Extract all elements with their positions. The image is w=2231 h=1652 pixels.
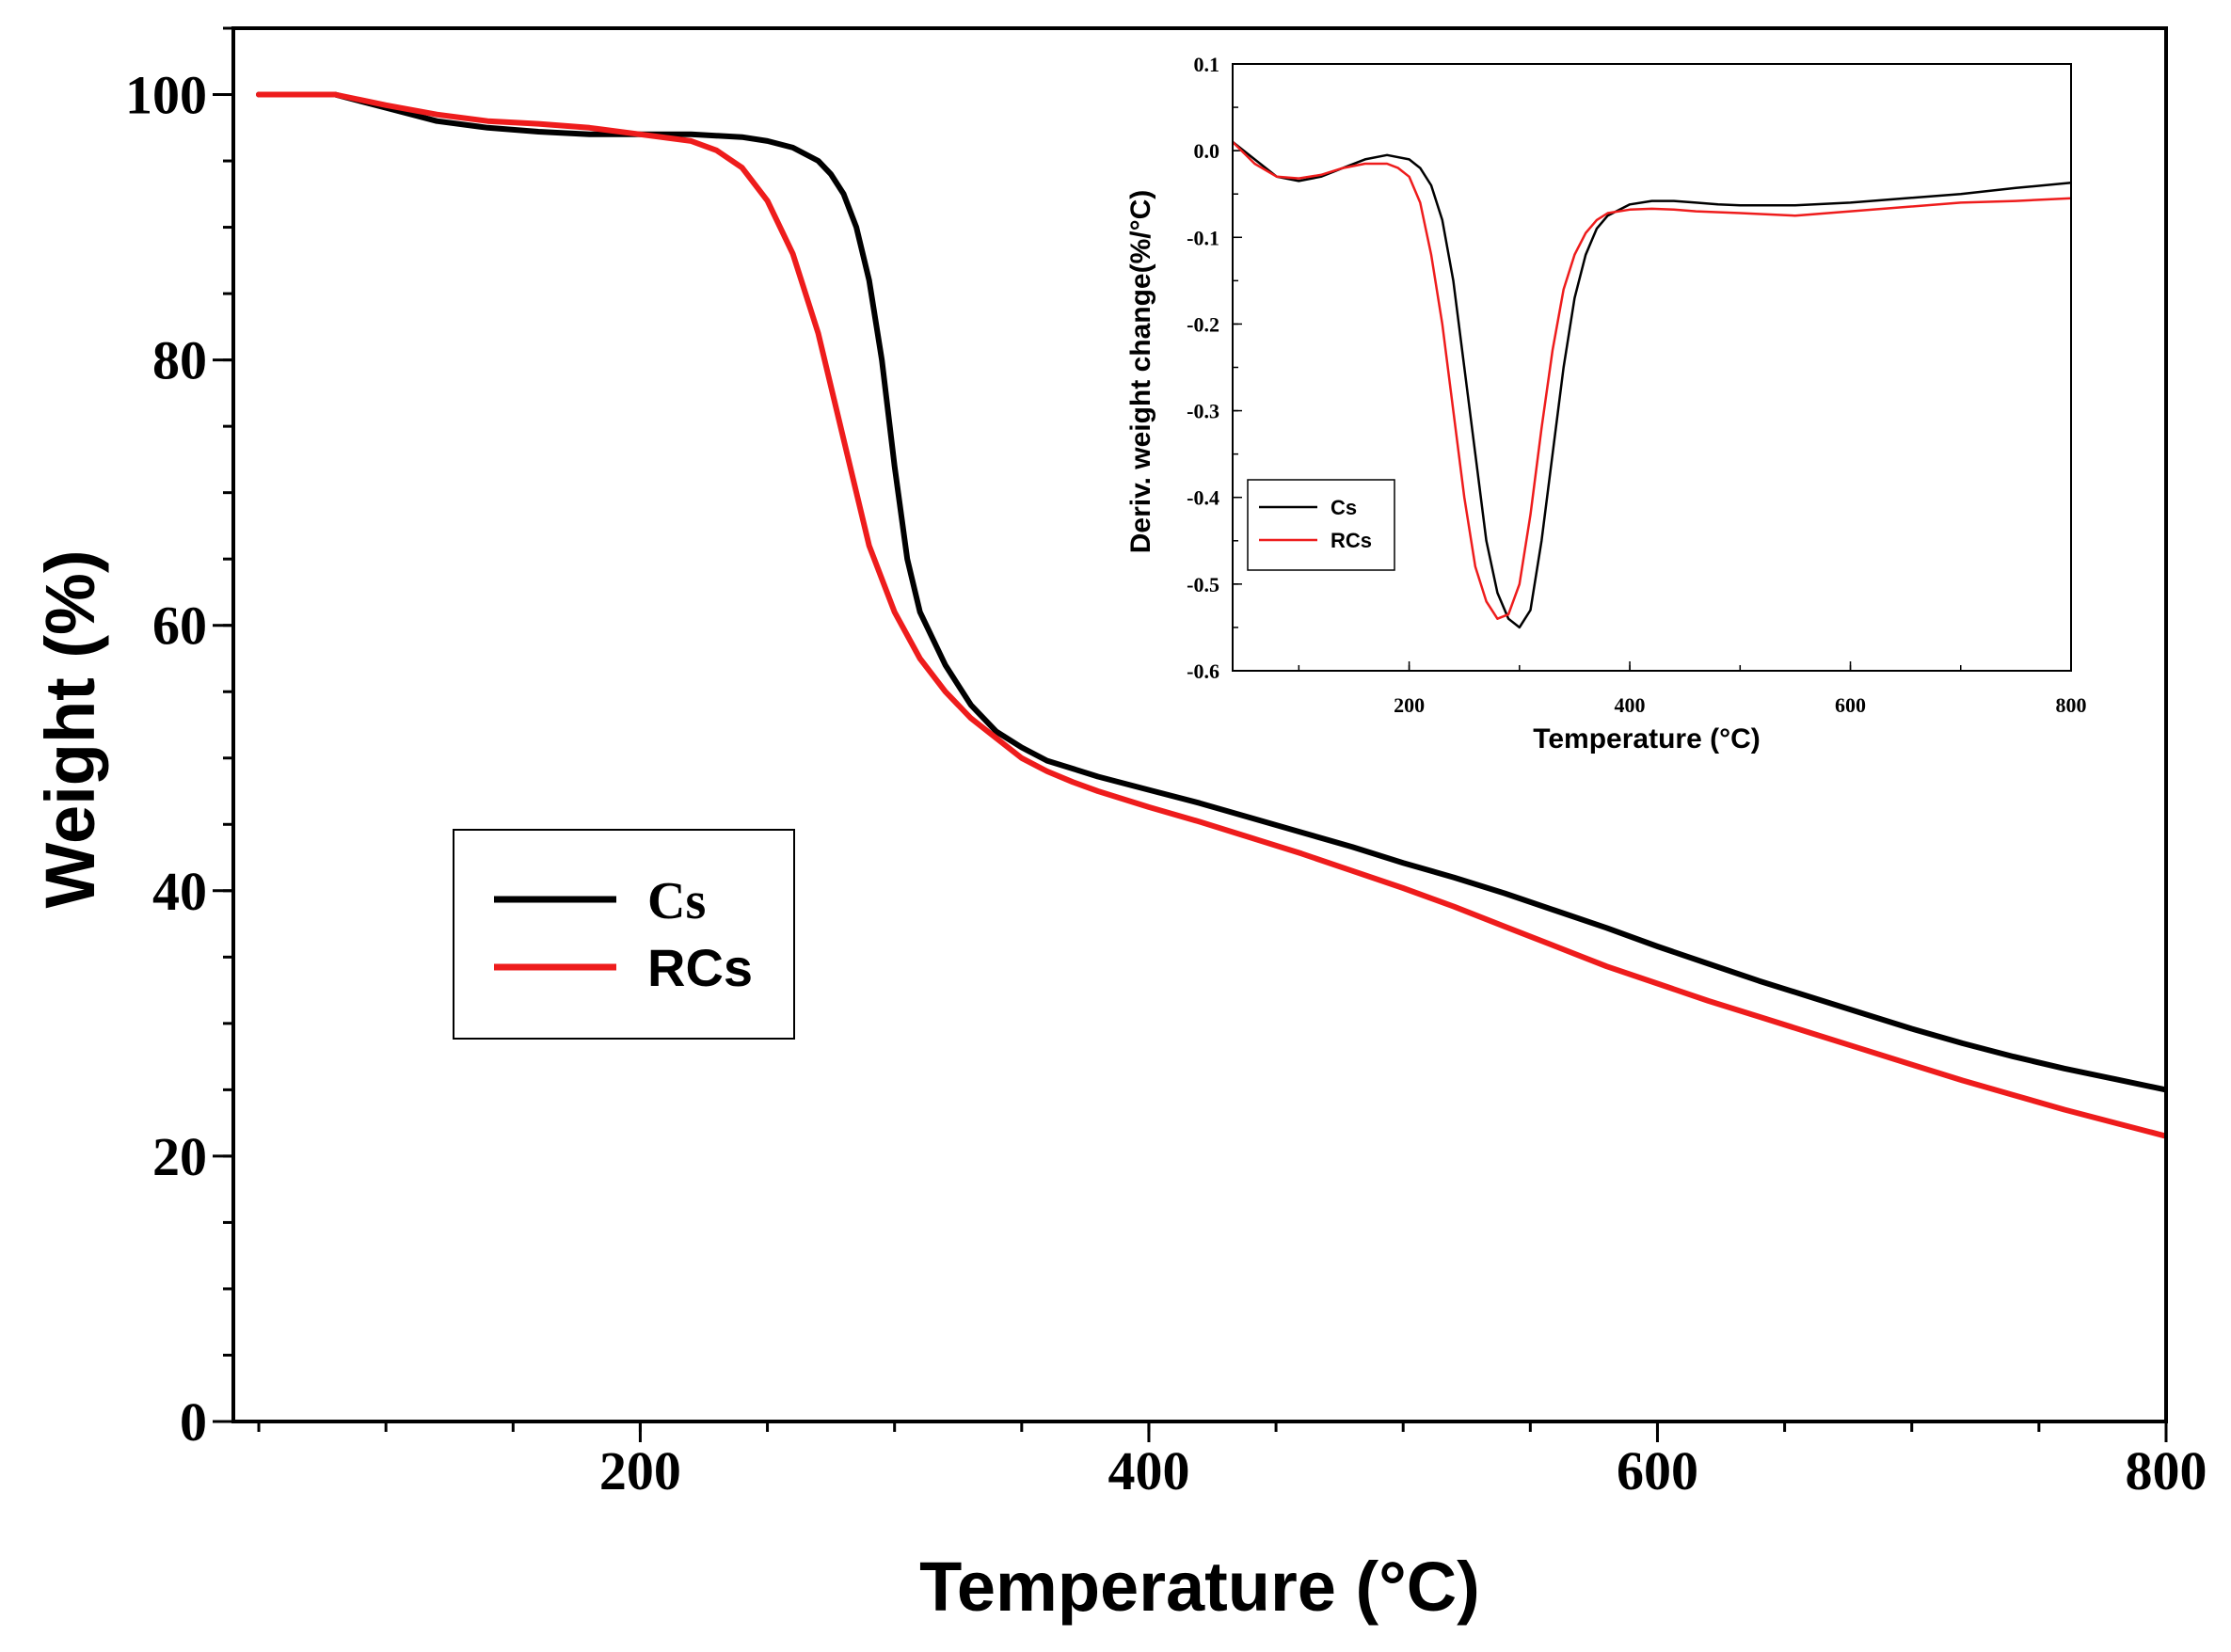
x-tick-label: 800 [2056,693,2087,717]
inset-legend: Cs RCs [1247,479,1395,571]
y-tick-label: 40 [152,861,207,922]
y-tick-label: 80 [152,330,207,391]
main-tick-labels: 200 400 600 800 0 20 40 60 80 100 [125,65,2207,1501]
series-line-rcs [256,91,2166,1139]
main-legend-box [453,829,795,1040]
x-tick-label: 600 [1617,1440,1698,1501]
inset-background [1233,64,2071,671]
inset-plot-frame [1232,63,2072,672]
x-tick-label: 800 [2126,1440,2207,1501]
y-tick-label: 20 [152,1126,207,1187]
inset-legend-label-rcs: RCs [1331,529,1372,552]
y-tick-label: 0 [180,1391,207,1453]
inset-y-axis-label: Deriv. weight change(%/°C) [1125,190,1156,554]
series-line-rcs [1233,140,2071,620]
series-line-cs [1233,140,2071,629]
inset-tick-labels: 200 400 600 800 -0.6 -0.5 -0.4 -0.3 -0.2 -0.1 0.0 0… [1187,53,2086,717]
inset-series [1233,140,2071,629]
main-plot-frame [231,26,2168,1423]
x-tick-label: 400 [1615,693,1646,717]
y-tick-label: 100 [125,65,207,126]
y-tick-label: -0.5 [1187,573,1219,596]
y-tick-label: 0.1 [1194,53,1220,76]
main-legend-label-rcs: RCs [647,938,753,997]
y-tick-label: 0.0 [1194,139,1220,163]
main-x-axis-label: Temperature (°C) [919,1548,1480,1626]
x-tick-label: 400 [1108,1440,1189,1501]
main-series [256,91,2166,1139]
main-y-axis-label: Weight (%) [31,550,109,909]
y-tick-label: 60 [152,596,207,657]
y-tick-label: -0.1 [1187,226,1219,249]
inset-plot: 200 400 600 800 -0.6 -0.5 -0.4 -0.3 -0.2 -0.1 0.0 0… [1125,53,2087,755]
x-tick-label: 200 [1394,693,1425,717]
main-legend: Cs RCs [453,829,795,1040]
inset-x-axis-label: Temperature (°C) [1533,723,1760,755]
y-tick-label: -0.2 [1187,312,1219,336]
y-tick-label: -0.4 [1187,486,1219,510]
inset-legend-label-cs: Cs [1331,496,1357,519]
main-legend-label-cs: Cs [647,872,706,930]
y-tick-label: -0.6 [1187,659,1219,683]
x-tick-label: 200 [599,1440,681,1501]
x-tick-label: 600 [1835,693,1866,717]
y-tick-label: -0.3 [1187,400,1219,423]
main-plot: 200 400 600 800 0 20 40 60 80 100 Temperature (°C… [31,26,2207,1626]
inset-legend-box [1247,479,1395,571]
series-line-cs [256,91,2166,1093]
